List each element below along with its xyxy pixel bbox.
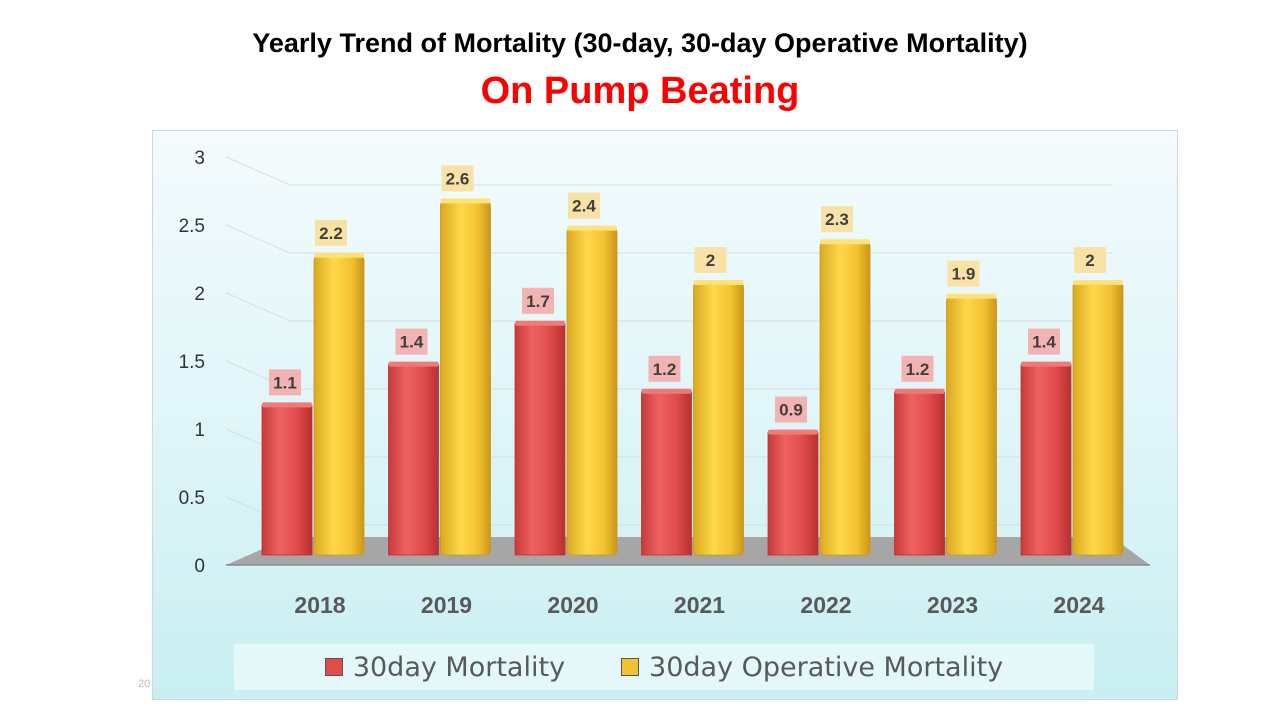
- bar-body: [641, 391, 692, 556]
- data-label-bg: [269, 369, 301, 396]
- data-label: 2: [706, 251, 715, 270]
- bar-top: [440, 198, 491, 204]
- bar-top: [946, 293, 997, 299]
- bar-body: [566, 228, 618, 556]
- data-label-bg: [1028, 328, 1060, 355]
- data-label-bg: [441, 165, 474, 192]
- bar-30day-mortality: [261, 402, 313, 556]
- legend-label: 30day Mortality: [352, 651, 566, 683]
- bar-body: [313, 255, 365, 556]
- data-label-bg: [395, 328, 428, 355]
- x-tick-label: 2024: [1053, 592, 1104, 618]
- data-label-bg: [775, 396, 807, 423]
- bar-30day-operative-mortality: [693, 280, 744, 556]
- data-label: 1.4: [1032, 333, 1056, 352]
- data-label: 1.7: [526, 292, 550, 311]
- x-tick-label: 2018: [294, 592, 345, 618]
- data-label-bg: [568, 192, 600, 219]
- bar-body: [693, 282, 744, 556]
- bar-top: [388, 361, 439, 367]
- bar-30day-mortality: [767, 429, 819, 556]
- bar-top: [515, 320, 565, 326]
- x-tick-label: 2022: [800, 592, 851, 618]
- legend-item-30day-mortality: 30day Mortality: [324, 651, 566, 683]
- bar-top: [693, 280, 744, 285]
- legend: 30day Mortality 30day Operative Mortalit…: [234, 644, 1094, 690]
- legend-item-30day-operative-mortality: 30day Operative Mortality: [621, 652, 1003, 683]
- bar-30day-mortality: [514, 320, 566, 556]
- bar-top: [1073, 280, 1123, 285]
- bar-body: [1072, 282, 1124, 556]
- bar-top: [1021, 361, 1071, 367]
- legend-swatch-red: [324, 658, 343, 676]
- gridline: [225, 224, 291, 254]
- y-tick-label: 2.5: [179, 216, 205, 237]
- data-label: 2.4: [572, 197, 596, 216]
- bar-top: [314, 252, 364, 258]
- y-tick-label: 1.5: [179, 352, 205, 373]
- data-label-bg: [522, 287, 554, 314]
- data-label: 2.2: [319, 224, 343, 243]
- legend-swatch-gold: [621, 658, 640, 676]
- bar-body: [946, 296, 997, 556]
- data-label: 2.3: [825, 210, 849, 229]
- data-label: 0.9: [779, 401, 803, 420]
- x-tick-label: 2020: [547, 592, 598, 618]
- data-label-bg: [821, 206, 853, 233]
- data-label-bg: [1074, 247, 1106, 273]
- bar-body: [388, 364, 439, 556]
- bar-30day-operative-mortality: [819, 239, 871, 556]
- legend-label: 30day Operative Mortality: [649, 651, 1004, 683]
- data-label-bg: [648, 355, 681, 382]
- data-label: 1.2: [653, 360, 677, 379]
- bar-30day-operative-mortality: [313, 252, 365, 556]
- x-tick-label: 2023: [927, 592, 978, 618]
- bar-30day-mortality: [641, 388, 692, 556]
- bar-top: [567, 225, 617, 231]
- bar-30day-mortality: [1020, 361, 1072, 556]
- bar-body: [514, 323, 566, 556]
- bar-30day-mortality: [894, 388, 945, 556]
- x-tick-label: 2021: [674, 592, 725, 618]
- y-tick-label: 0: [194, 556, 205, 577]
- y-tick-label: 2: [194, 284, 205, 305]
- slide-number: 20: [138, 678, 151, 690]
- bar-top: [262, 402, 312, 408]
- gridline: [225, 292, 291, 322]
- y-tick-label: 1: [194, 420, 205, 441]
- data-label-bg: [947, 260, 980, 287]
- bar-top: [894, 388, 945, 394]
- data-label-bg: [694, 247, 727, 273]
- bar-body: [819, 241, 871, 556]
- bar-30day-operative-mortality: [440, 198, 491, 556]
- data-label: 1.4: [400, 333, 424, 352]
- data-label-bg: [315, 219, 347, 246]
- y-tick-label: 3: [194, 148, 205, 169]
- bar-30day-operative-mortality: [946, 293, 997, 556]
- data-label: 1.1: [273, 373, 297, 392]
- bar-top: [641, 388, 692, 394]
- data-label: 1.9: [952, 265, 976, 284]
- bar-top: [768, 429, 818, 435]
- data-label: 2.6: [446, 169, 470, 188]
- bar-30day-operative-mortality: [1072, 280, 1124, 556]
- chart-subtitle: On Pump Beating: [480, 70, 800, 112]
- bar-body: [1020, 364, 1072, 556]
- bar-top: [820, 239, 870, 245]
- bar-body: [261, 404, 313, 556]
- bar-30day-operative-mortality: [566, 225, 618, 556]
- x-tick-label: 2019: [421, 592, 472, 618]
- chart-title: Yearly Trend of Mortality (30-day, 30-da…: [252, 28, 1028, 58]
- bar-body: [767, 432, 819, 556]
- data-label: 1.2: [906, 360, 930, 379]
- data-label: 2: [1085, 251, 1094, 270]
- y-tick-label: 0.5: [179, 488, 205, 509]
- data-label-bg: [901, 355, 934, 382]
- bar-body: [440, 200, 491, 556]
- bar-body: [894, 391, 945, 556]
- gridline: [225, 156, 291, 186]
- bar-30day-mortality: [388, 361, 439, 556]
